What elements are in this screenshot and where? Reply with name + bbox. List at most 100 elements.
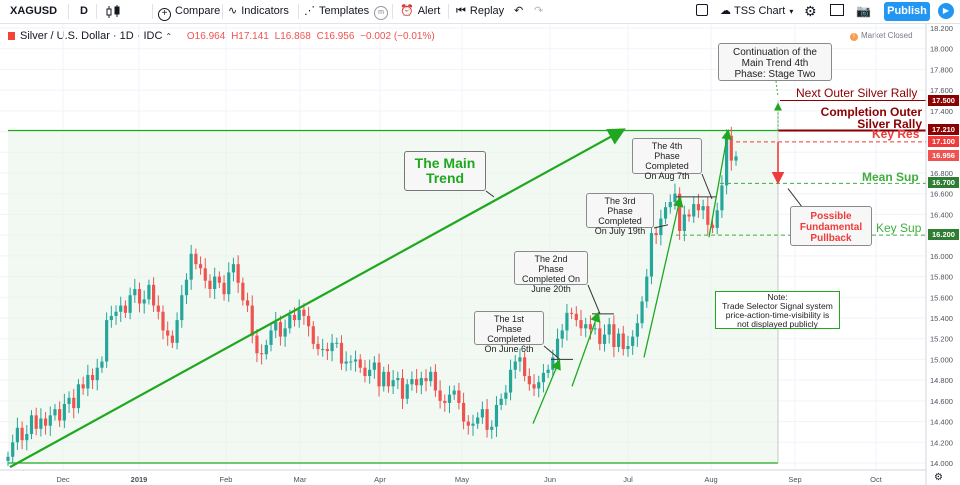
candle-body — [48, 415, 52, 426]
candle-body — [39, 418, 43, 429]
candle-body — [29, 415, 34, 434]
candle-body — [25, 434, 29, 441]
plus-circle-icon: + — [158, 8, 171, 21]
publish-button[interactable]: Publish — [884, 2, 930, 21]
camera-icon[interactable]: 📷 — [856, 4, 871, 18]
price-tick-label: 17.400 — [930, 107, 953, 116]
candle-body — [53, 409, 57, 416]
candle-body — [433, 371, 438, 391]
candle-body — [579, 320, 583, 329]
candle-body — [565, 312, 569, 331]
legend-title[interactable]: Silver / U.S. Dollar · 1D · IDC — [20, 30, 163, 42]
replay-button[interactable]: ⏮ Replay — [456, 0, 504, 23]
candle-body — [682, 214, 686, 231]
time-tick-label: 2019 — [131, 475, 148, 484]
fullscreen-icon[interactable] — [830, 0, 844, 23]
price-tag-17500: 17.500 — [928, 95, 959, 106]
candle-body — [166, 330, 170, 336]
symbol-search-button[interactable]: XAGUSD — [10, 5, 58, 17]
candle-body — [696, 204, 701, 211]
toolbar-divider — [68, 4, 69, 19]
candle-body — [156, 305, 160, 312]
candle-body — [654, 233, 658, 236]
compare-label: Compare — [175, 5, 221, 17]
candle-body — [621, 333, 625, 350]
candle-body — [109, 315, 113, 321]
candle-body — [245, 300, 250, 306]
bar-style-icon[interactable] — [104, 0, 130, 23]
candle-body — [523, 357, 527, 376]
layout-name-label: TSS Chart — [734, 5, 786, 17]
time-tick-label: Dec — [56, 475, 70, 484]
candle-body — [311, 326, 315, 344]
phase-2-callout: The 2nd Phase Completed On June 20th — [514, 251, 588, 294]
candle-body — [241, 282, 245, 301]
candle-body — [76, 384, 81, 409]
phase-1-connector — [543, 345, 561, 360]
redo-icon[interactable]: ↷ — [534, 5, 544, 17]
candle-body — [499, 398, 503, 405]
candle-body — [198, 264, 203, 269]
candle-body — [640, 301, 644, 324]
candle-body — [62, 403, 66, 421]
candle-body — [729, 135, 733, 161]
gear-icon[interactable]: ⚙ — [804, 3, 817, 19]
chevron-down-icon[interactable]: ⌃ — [165, 32, 173, 41]
candle-body — [668, 202, 672, 208]
time-tick-label: Feb — [220, 475, 233, 484]
candle-body — [208, 280, 212, 289]
alert-button[interactable]: ⏰ Alert — [400, 0, 440, 23]
interval-button[interactable]: D — [80, 5, 88, 17]
candle-body — [725, 135, 729, 186]
candle-body — [321, 349, 325, 351]
candle-body — [297, 309, 301, 321]
candle-body — [504, 392, 508, 399]
candle-body — [532, 384, 536, 389]
candle-body — [466, 421, 470, 426]
candle-body — [90, 374, 95, 381]
candle-body — [288, 314, 292, 329]
candle-body — [81, 384, 85, 389]
candle-body — [227, 272, 231, 295]
candle-body — [58, 409, 62, 421]
toolbar-divider — [298, 4, 299, 19]
candle-body — [142, 299, 146, 304]
time-tick-label: Oct — [870, 475, 883, 484]
candle-body — [649, 233, 654, 277]
candle-body — [43, 418, 48, 426]
price-axis: 14.000 14.200 14.400 14.600 14.800 15.000 15.2… — [925, 24, 953, 485]
layout-name-button[interactable]: ☁ TSS Chart ▾ — [720, 0, 793, 23]
candle-body — [264, 344, 268, 355]
candle-body — [189, 253, 193, 280]
candle-body — [396, 378, 400, 381]
candle-body — [316, 343, 320, 350]
candle-body — [86, 374, 90, 389]
candle-body — [217, 276, 221, 283]
candle-body — [720, 185, 724, 211]
compare-button[interactable]: + Compare — [158, 0, 220, 23]
candle-body — [626, 345, 630, 350]
play-icon[interactable]: ▶ — [938, 3, 954, 19]
time-tick-label: Apr — [374, 475, 386, 484]
candle-body — [339, 342, 344, 364]
price-tick-label: 15.600 — [930, 293, 953, 302]
candle-body — [635, 323, 639, 337]
legend-open: O16.964 — [186, 31, 226, 42]
legend-high: H17.141 — [231, 31, 269, 42]
candle-body — [588, 324, 592, 330]
candle-body — [358, 359, 362, 368]
candle-body — [598, 328, 602, 344]
legend-logo-icon — [8, 32, 15, 40]
candle-body — [260, 353, 264, 355]
axis-gear-icon[interactable]: ⚙ — [934, 472, 943, 483]
pullback-callout: Possible Fundamental Pullback — [790, 206, 872, 246]
price-tag-17210: 17.210 — [928, 124, 959, 135]
layout-checkbox-icon[interactable] — [696, 0, 708, 23]
candle-body — [400, 378, 405, 399]
templates-button[interactable]: ⋰ Templates — [304, 0, 369, 23]
indicators-button[interactable]: ∿ Indicators — [228, 0, 289, 23]
undo-icon[interactable]: ↶ — [514, 5, 524, 17]
toolbar-divider — [448, 4, 449, 19]
templates-dropdown-icon[interactable]: m — [374, 0, 388, 23]
chart-legend: Silver / U.S. Dollar · 1D · IDC ⌃ O16.964… — [8, 30, 435, 42]
